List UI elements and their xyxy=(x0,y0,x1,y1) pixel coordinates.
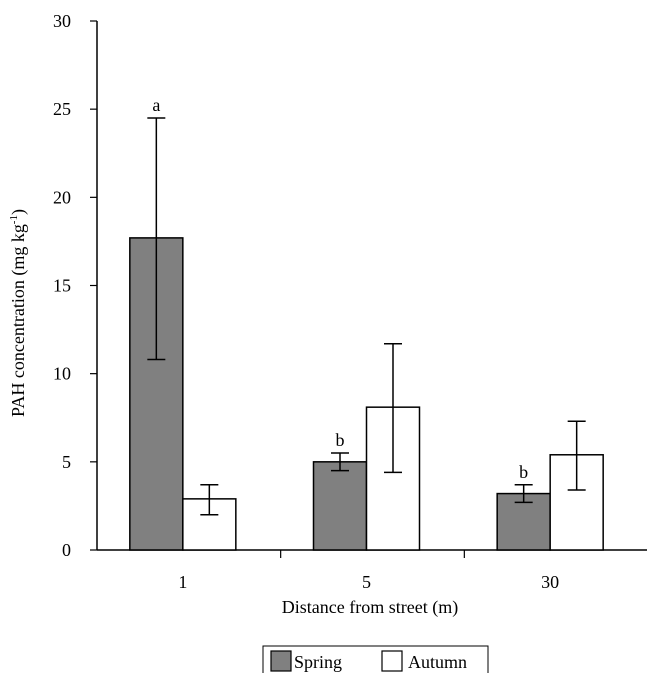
y-axis-title: PAH concentration (mg kg-1) xyxy=(8,209,29,417)
significance-labels: a b b xyxy=(152,95,528,482)
y-axis-title-superscript: -1 xyxy=(8,215,20,224)
legend-label-autumn: Autumn xyxy=(408,652,467,672)
y-tick-label: 5 xyxy=(62,452,71,472)
y-tick-label: 0 xyxy=(62,540,71,560)
error-bars-group xyxy=(147,117,586,516)
legend-label-spring: Spring xyxy=(294,652,342,672)
x-axis-title: Distance from street (m) xyxy=(282,597,458,618)
y-axis-title-main: PAH concentration (mg kg xyxy=(8,224,29,417)
legend: Spring Autumn xyxy=(262,645,489,673)
legend-box xyxy=(262,645,489,673)
y-tick-label: 25 xyxy=(53,99,71,119)
significance-letter: a xyxy=(152,95,160,115)
x-tick-label: 1 xyxy=(178,572,187,592)
x-tick-label: 30 xyxy=(541,572,559,592)
y-axis-title-close: ) xyxy=(8,209,29,215)
y-tick-label: 10 xyxy=(53,364,71,384)
legend-swatch-spring xyxy=(270,650,292,672)
y-tick-label: 20 xyxy=(53,187,71,207)
significance-letter: b xyxy=(336,430,345,450)
x-axis: 1 5 30 xyxy=(97,549,647,592)
y-tick-label: 15 xyxy=(53,276,71,296)
legend-swatch-autumn xyxy=(381,650,403,672)
y-axis: 0 5 10 15 20 25 30 xyxy=(53,11,98,560)
bars-group xyxy=(129,237,604,551)
bar-spring-5 xyxy=(312,461,368,551)
y-tick-label: 30 xyxy=(53,11,71,31)
x-tick-label: 5 xyxy=(362,572,371,592)
significance-letter: b xyxy=(519,462,528,482)
